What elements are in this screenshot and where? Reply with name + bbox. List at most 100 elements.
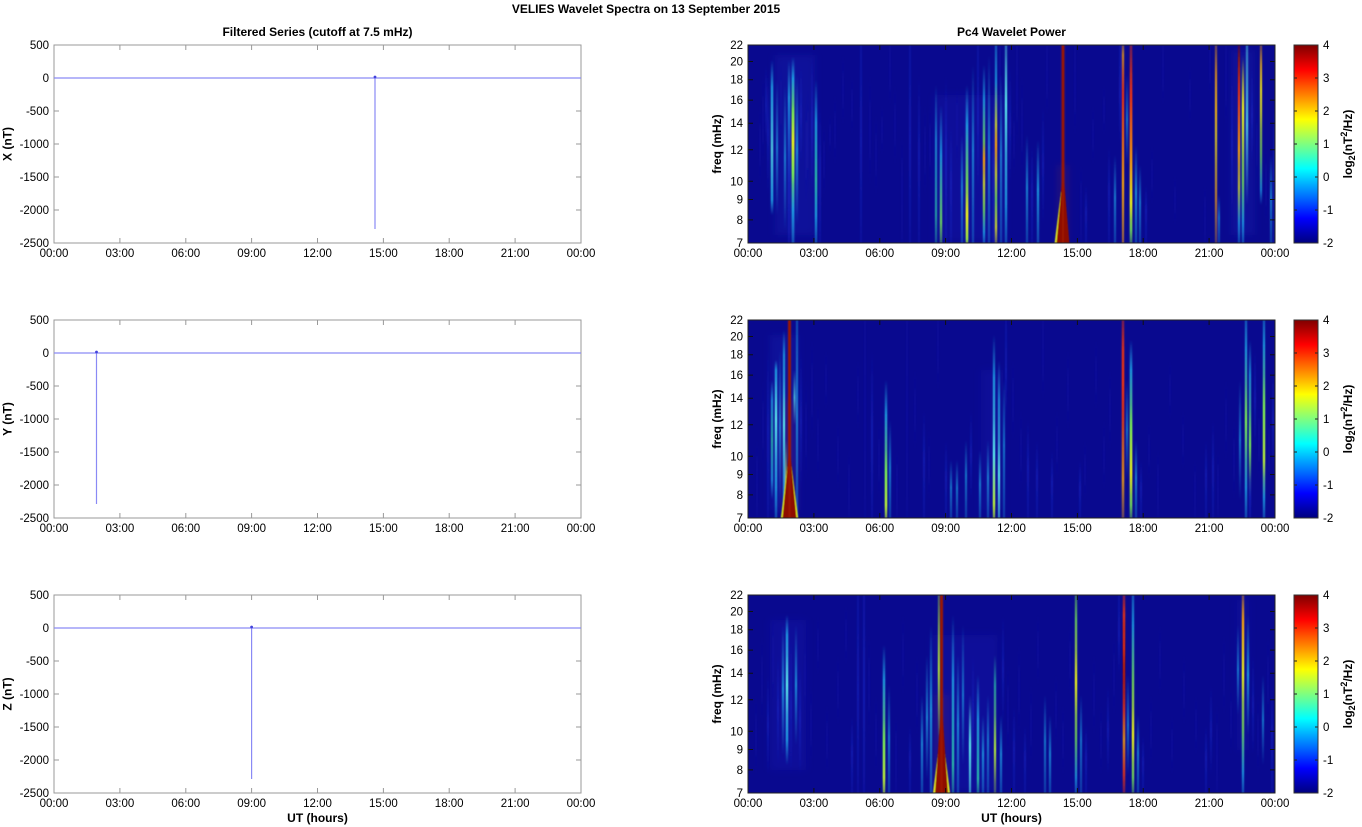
svg-text:12:00: 12:00 [303,248,332,260]
svg-text:03:00: 03:00 [800,798,829,810]
svg-text:21:00: 21:00 [501,248,530,260]
svg-text:20: 20 [730,57,743,69]
svg-text:03:00: 03:00 [800,248,829,260]
svg-text:7: 7 [737,513,743,525]
svg-text:03:00: 03:00 [800,523,829,535]
svg-text:09:00: 09:00 [237,523,266,535]
svg-text:00:00: 00:00 [567,798,596,810]
svg-text:22: 22 [730,40,743,52]
svg-text:20: 20 [730,607,743,619]
svg-text:4: 4 [1323,590,1330,602]
svg-text:VELIES Wavelet Spectra on 13 S: VELIES Wavelet Spectra on 13 September 2… [512,2,781,16]
svg-text:18: 18 [730,75,743,87]
svg-text:00:00: 00:00 [1261,798,1290,810]
svg-text:06:00: 06:00 [171,248,200,260]
svg-text:-1000: -1000 [20,414,49,426]
svg-text:-2: -2 [1323,513,1333,525]
svg-text:0: 0 [1323,722,1329,734]
svg-text:16: 16 [730,370,743,382]
svg-text:7: 7 [737,238,743,250]
svg-text:10: 10 [730,176,743,188]
svg-text:00:00: 00:00 [567,523,596,535]
svg-text:16: 16 [730,95,743,107]
svg-text:-1: -1 [1323,205,1333,217]
svg-text:0: 0 [1323,447,1329,459]
svg-text:16: 16 [730,645,743,657]
svg-text:09:00: 09:00 [931,798,960,810]
svg-text:18:00: 18:00 [1129,248,1158,260]
svg-text:06:00: 06:00 [171,798,200,810]
svg-text:03:00: 03:00 [106,248,135,260]
svg-text:00:00: 00:00 [734,523,763,535]
svg-text:3: 3 [1323,348,1329,360]
svg-text:09:00: 09:00 [237,798,266,810]
svg-text:1: 1 [1323,139,1329,151]
svg-text:-2: -2 [1323,788,1333,800]
svg-text:8: 8 [737,215,743,227]
svg-text:2: 2 [1323,381,1329,393]
svg-text:20: 20 [730,332,743,344]
svg-text:15:00: 15:00 [1063,248,1092,260]
svg-text:06:00: 06:00 [171,523,200,535]
svg-text:15:00: 15:00 [369,523,398,535]
svg-text:03:00: 03:00 [106,523,135,535]
svg-text:15:00: 15:00 [369,248,398,260]
svg-text:4: 4 [1323,40,1330,52]
svg-text:0: 0 [43,348,49,360]
svg-text:Y (nT): Y (nT) [1,402,15,436]
svg-text:21:00: 21:00 [1195,798,1224,810]
svg-text:-1: -1 [1323,755,1333,767]
svg-text:12: 12 [730,145,743,157]
svg-text:0: 0 [43,623,49,635]
svg-text:18: 18 [730,625,743,637]
svg-text:22: 22 [730,315,743,327]
svg-text:0: 0 [1323,172,1329,184]
svg-text:freq (mHz): freq (mHz) [710,389,724,448]
svg-text:1: 1 [1323,414,1329,426]
svg-text:Z (nT): Z (nT) [1,677,15,710]
svg-text:500: 500 [30,315,49,327]
svg-text:12:00: 12:00 [997,248,1026,260]
svg-text:9: 9 [737,470,743,482]
svg-text:freq (mHz): freq (mHz) [710,664,724,723]
svg-text:-1000: -1000 [20,139,49,151]
svg-text:-1500: -1500 [20,447,49,459]
svg-text:0: 0 [43,73,49,85]
svg-text:15:00: 15:00 [1063,523,1092,535]
svg-text:-2500: -2500 [20,238,49,250]
svg-text:-2000: -2000 [20,755,49,767]
svg-text:18:00: 18:00 [435,248,464,260]
svg-text:9: 9 [737,195,743,207]
svg-text:06:00: 06:00 [865,798,894,810]
svg-text:500: 500 [30,40,49,52]
svg-text:8: 8 [737,765,743,777]
svg-text:12: 12 [730,695,743,707]
svg-text:00:00: 00:00 [734,798,763,810]
svg-text:12:00: 12:00 [997,798,1026,810]
svg-text:18:00: 18:00 [435,798,464,810]
svg-text:15:00: 15:00 [369,798,398,810]
svg-text:log2(nT2/Hz): log2(nT2/Hz) [1339,660,1357,729]
svg-text:06:00: 06:00 [865,523,894,535]
svg-text:09:00: 09:00 [931,248,960,260]
svg-text:03:00: 03:00 [106,798,135,810]
svg-text:00:00: 00:00 [567,248,596,260]
svg-text:10: 10 [730,726,743,738]
svg-text:21:00: 21:00 [501,798,530,810]
svg-text:10: 10 [730,451,743,463]
svg-text:12:00: 12:00 [997,523,1026,535]
svg-text:00:00: 00:00 [734,248,763,260]
svg-text:21:00: 21:00 [1195,248,1224,260]
svg-text:1: 1 [1323,689,1329,701]
svg-text:-2: -2 [1323,238,1333,250]
svg-text:-1: -1 [1323,480,1333,492]
svg-text:-2000: -2000 [20,480,49,492]
svg-text:09:00: 09:00 [931,523,960,535]
svg-text:Filtered Series (cutoff at 7.5: Filtered Series (cutoff at 7.5 mHz) [222,25,412,39]
svg-text:log2(nT2/Hz): log2(nT2/Hz) [1339,110,1357,179]
svg-text:-1000: -1000 [20,689,49,701]
svg-text:00:00: 00:00 [1261,523,1290,535]
svg-text:18:00: 18:00 [1129,798,1158,810]
svg-text:2: 2 [1323,656,1329,668]
svg-text:14: 14 [730,393,743,405]
